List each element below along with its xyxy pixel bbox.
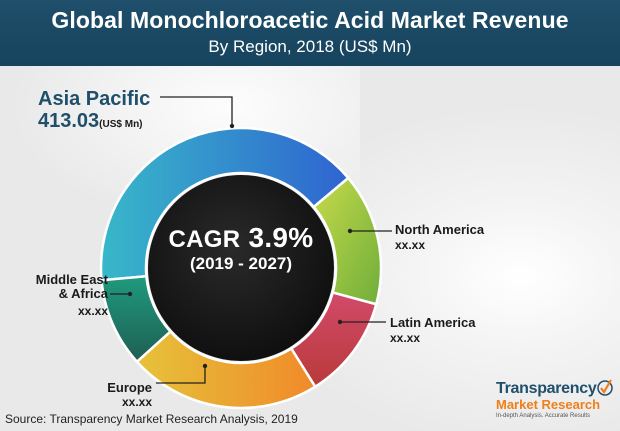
company-logo: Transparency Market Research In-depth An… [496, 376, 616, 428]
label-europe-value: xx.xx [121, 395, 152, 409]
cagr-center: CAGR 3.9% (2019 - 2027) [160, 222, 322, 274]
chart-subtitle: By Region, 2018 (US$ Mn) [208, 37, 412, 56]
asia-pacific-value: 413.03 [38, 110, 100, 132]
label-europe-name: Europe [107, 380, 152, 395]
leader-asia-pacific-dot [229, 123, 235, 129]
label-latin-america-name: Latin America [390, 315, 476, 330]
cagr-period: (2019 - 2027) [189, 254, 293, 273]
cagr-word: CAGR [168, 226, 241, 253]
leader-europe-dot [202, 363, 208, 369]
label-north-america-name: North America [395, 222, 485, 237]
donut-hole [148, 175, 334, 361]
logo-name: Transparency [496, 380, 597, 397]
source-note: Source: Transparency Market Research Ana… [5, 412, 298, 426]
leader-north-america-dot [347, 228, 353, 234]
label-middle-east-line1: Middle East [35, 272, 108, 287]
chart-title: Global Monochloroacetic Acid Market Reve… [51, 7, 569, 33]
label-north-america-value: xx.xx [395, 238, 426, 252]
leader-asia-pacific [160, 96, 233, 126]
donut-slice-asia-pacific [99, 126, 351, 282]
header-banner: Global Monochloroacetic Acid Market Reve… [0, 0, 620, 66]
leader-middle-east-africa-dot [127, 291, 133, 297]
logo-tagline: In-depth Analysis. Accurate Results [496, 413, 591, 419]
asia-pacific-unit: (US$ Mn) [99, 119, 143, 130]
label-asia-pacific-name: Asia Pacific [38, 88, 151, 110]
checkmark-icon [597, 379, 613, 396]
donut-slice-middle-east-africa [100, 274, 173, 364]
label-middle-east-line2: & Africa [58, 286, 108, 301]
label-asia-pacific-value: 413.03(US$ Mn) [38, 110, 143, 133]
label-latin-america-value: xx.xx [390, 331, 421, 345]
label-middle-east-africa-value: xx.xx [77, 304, 108, 318]
logo-sub: Market Research [496, 397, 601, 412]
label-middle-east-africa-name: Middle East & Africa [28, 273, 108, 301]
leader-latin-america-dot [337, 319, 343, 325]
cagr-row: CAGR 3.9% [160, 222, 322, 254]
cagr-value: 3.9% [248, 222, 314, 253]
leader-europe [156, 366, 206, 384]
